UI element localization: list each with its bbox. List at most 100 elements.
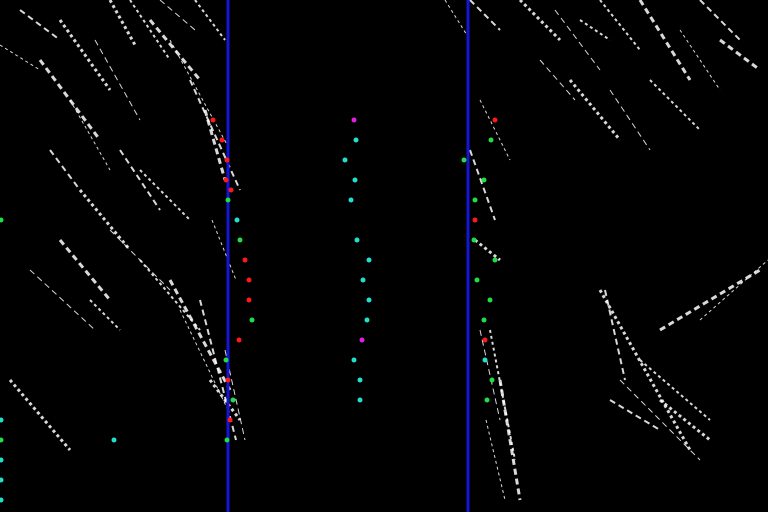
edge-stroke — [638, 0, 692, 81]
right-green-point — [481, 177, 487, 183]
edge-stroke — [194, 0, 226, 41]
edge-stroke — [679, 29, 721, 91]
center-cyan-point — [366, 297, 372, 303]
right-green-point — [492, 257, 498, 263]
edge-stroke — [159, 0, 196, 31]
edge-stroke — [108, 0, 137, 46]
left-red-point — [236, 337, 242, 343]
right-green-point — [481, 317, 487, 323]
edge-stroke — [29, 269, 96, 331]
edge-stroke — [211, 219, 237, 281]
center-cyan-point — [342, 157, 348, 163]
edge-stroke — [69, 99, 111, 171]
edge-stroke — [469, 0, 501, 31]
center-cyan-point — [354, 237, 360, 243]
edge-stroke — [469, 149, 496, 221]
edge-stroke — [444, 0, 471, 41]
edge-stroke — [659, 398, 711, 442]
edge-stroke — [568, 79, 622, 141]
edge-stroke — [474, 238, 501, 262]
edge-stroke — [609, 89, 651, 151]
edge-stroke — [78, 189, 132, 251]
left-cyan-point — [0, 417, 4, 423]
left-green-point — [237, 237, 243, 243]
right-green-point — [471, 237, 477, 243]
left-red-point — [210, 117, 216, 123]
edge-stroke — [148, 19, 202, 81]
left-green-point — [223, 357, 229, 363]
edge-stroke — [199, 299, 237, 441]
left-red-point — [227, 417, 233, 423]
edge-stroke — [0, 44, 41, 71]
right-green-point — [474, 277, 480, 283]
lane-lines — [226, 0, 470, 512]
right-red-point — [472, 217, 478, 223]
edge-stroke — [619, 379, 701, 461]
left-red-point — [246, 297, 252, 303]
edge-stroke — [58, 19, 112, 91]
right-green-point — [484, 397, 490, 403]
edge-stroke — [189, 79, 241, 191]
edge-stroke — [89, 299, 121, 331]
right-green-point — [472, 197, 478, 203]
left-green-point — [249, 317, 255, 323]
edge-stroke — [604, 289, 626, 381]
left-cyan-point — [234, 217, 240, 223]
edge-stroke — [719, 38, 761, 72]
left-cyan-point — [0, 457, 4, 463]
edge-stroke — [49, 149, 81, 191]
center-cyan-point — [364, 317, 370, 323]
center-cyan-point — [353, 137, 359, 143]
edge-stroke — [485, 419, 506, 501]
center-cyan-point — [352, 177, 358, 183]
edge-stroke — [19, 9, 61, 41]
center-magenta-point — [359, 337, 365, 343]
right-green-point — [488, 137, 494, 143]
left-red-point — [225, 377, 231, 383]
left-red-point — [242, 257, 248, 263]
center-cyan-point — [351, 357, 357, 363]
center-cyan-point — [357, 377, 363, 383]
edge-stroke — [129, 0, 171, 61]
edge-stroke — [179, 309, 229, 411]
edge-stroke — [169, 39, 231, 151]
edge-stroke — [498, 379, 522, 501]
left-green-point — [230, 397, 236, 403]
edge-stroke — [208, 379, 242, 421]
edge-stroke — [599, 0, 641, 51]
edge-stroke — [119, 149, 161, 211]
edge-stroke — [479, 99, 511, 161]
edge-map — [0, 0, 768, 501]
detected-points — [0, 117, 498, 503]
right-red-point — [482, 337, 488, 343]
left-green-point — [225, 197, 231, 203]
left-green-point — [224, 437, 230, 443]
left-green-point — [0, 217, 4, 223]
left-red-point — [246, 277, 252, 283]
edge-stroke — [554, 9, 601, 71]
edge-stroke — [203, 109, 227, 181]
right-green-point — [461, 157, 467, 163]
left-green-point — [0, 437, 4, 443]
left-red-point — [228, 187, 234, 193]
edge-stroke — [598, 289, 692, 451]
left-cyan-point — [111, 437, 117, 443]
edge-stroke — [58, 239, 112, 301]
left-cyan-point — [0, 497, 4, 503]
left-cyan-point — [0, 477, 4, 483]
center-cyan-point — [348, 197, 354, 203]
edge-stroke — [479, 329, 501, 421]
center-cyan-point — [357, 397, 363, 403]
left-red-point — [219, 137, 225, 143]
center-cyan-point — [360, 277, 366, 283]
center-magenta-point — [351, 117, 357, 123]
left-red-point — [224, 157, 230, 163]
edge-stroke — [579, 19, 611, 41]
center-cyan-point — [366, 257, 372, 263]
right-cyan-point — [482, 357, 488, 363]
edge-stroke — [539, 59, 576, 101]
edge-stroke — [94, 39, 141, 121]
right-green-point — [489, 377, 495, 383]
